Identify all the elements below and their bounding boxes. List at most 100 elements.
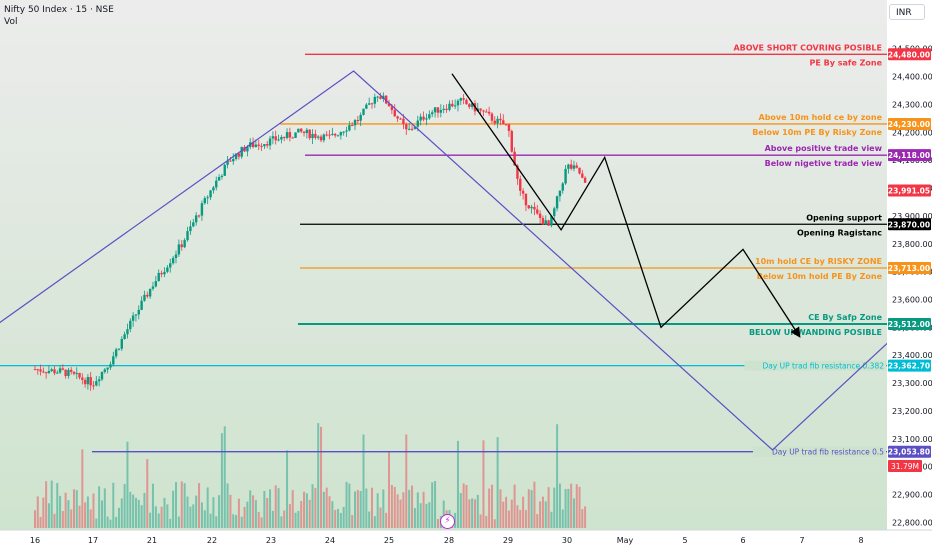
- candle-body: [297, 128, 300, 133]
- candle-body: [578, 167, 581, 174]
- candle-body: [229, 160, 232, 162]
- volume-bar: [584, 506, 587, 528]
- candle-body: [126, 329, 129, 335]
- candle-body: [319, 136, 323, 141]
- candle-body: [470, 103, 474, 107]
- price-tick-label: 24,300.00: [892, 100, 932, 109]
- volume-bar: [252, 495, 255, 528]
- candle-body: [157, 272, 160, 282]
- candle-body: [146, 294, 149, 297]
- volume-bar: [539, 501, 542, 528]
- candle-body: [171, 257, 175, 264]
- volume-bar: [408, 489, 411, 528]
- level-label: BELOW UNWANDING POSIBLE: [749, 328, 882, 337]
- volume-bar: [137, 499, 140, 528]
- volume-bar: [351, 515, 354, 528]
- volume-bar: [240, 516, 243, 528]
- volume-bar: [390, 485, 393, 528]
- volume-tag-bg: [888, 460, 922, 472]
- candle-body: [95, 381, 98, 386]
- candle-body: [482, 110, 485, 112]
- candle-body: [468, 104, 471, 107]
- currency-selector[interactable]: INR: [889, 4, 925, 20]
- volume-bar: [81, 449, 84, 528]
- volume-bar: [530, 490, 533, 528]
- volume-bar: [314, 488, 317, 528]
- level-label: Below nigetive trade view: [765, 159, 883, 168]
- level-label: Above positive trade view: [765, 144, 883, 153]
- candle-body: [379, 96, 382, 99]
- volume-bar: [513, 484, 516, 528]
- time-tick-label: 24: [325, 536, 335, 545]
- volume-bar: [297, 510, 300, 528]
- volume-bar: [67, 500, 70, 528]
- candle-body: [266, 144, 269, 146]
- volume-bar: [479, 514, 482, 528]
- candle-body: [419, 116, 422, 121]
- volume-bar: [325, 487, 328, 528]
- volume-bar: [189, 506, 192, 528]
- candle-body: [257, 144, 260, 146]
- time-axis-panel[interactable]: [0, 530, 932, 550]
- candle-body: [36, 369, 39, 371]
- volume-indicator-label[interactable]: Vol: [4, 17, 18, 27]
- volume-bar: [183, 483, 186, 528]
- candle-body: [177, 244, 181, 255]
- volume-bar: [339, 512, 342, 528]
- candle-body: [302, 131, 306, 134]
- candle-body: [410, 128, 414, 130]
- volume-bar: [493, 519, 496, 528]
- volume-bar: [163, 497, 166, 528]
- volume-bar: [345, 481, 348, 528]
- candle-body: [39, 369, 42, 372]
- volume-bar: [103, 488, 106, 528]
- volume-bar: [223, 426, 226, 528]
- candle-body: [436, 107, 440, 113]
- volume-bar: [553, 487, 556, 528]
- volume-bar: [422, 491, 425, 528]
- candle-body: [148, 288, 152, 297]
- price-tag-bg: [888, 117, 931, 130]
- chart-title[interactable]: Nifty 50 Index · 15 · NSE: [4, 5, 114, 15]
- volume-bar: [564, 489, 567, 528]
- volume-bar: [243, 506, 246, 528]
- candle-body: [462, 98, 465, 100]
- candle-body: [271, 136, 275, 139]
- candle-body: [300, 128, 303, 132]
- volume-bar: [260, 517, 263, 528]
- volume-bar: [109, 519, 112, 528]
- candle-body: [64, 369, 67, 377]
- volume-bar: [100, 500, 103, 528]
- candle-body: [50, 369, 53, 371]
- volume-bar: [140, 505, 143, 528]
- volume-bar: [249, 490, 252, 528]
- candle-body: [547, 220, 550, 226]
- volume-bar: [70, 509, 73, 528]
- volume-bar: [36, 496, 39, 528]
- candle-body: [428, 114, 431, 119]
- candle-body: [186, 231, 189, 241]
- candle-body: [513, 151, 516, 166]
- volume-bar: [342, 506, 345, 528]
- volume-bar: [419, 503, 422, 528]
- volume-bar: [527, 489, 530, 528]
- volume-bar: [522, 496, 525, 528]
- volume-bar: [305, 493, 308, 528]
- candle-body: [490, 113, 494, 121]
- flash-icon[interactable]: ⚡: [440, 514, 455, 529]
- volume-bar: [129, 491, 132, 528]
- candle-body: [561, 183, 564, 191]
- candle-body: [519, 178, 522, 191]
- volume-bar: [50, 480, 53, 528]
- volume-bar: [237, 498, 240, 528]
- candle-body: [439, 109, 443, 113]
- candle-body: [507, 124, 511, 131]
- candle-body: [78, 372, 81, 378]
- level-label: Day UP trad fib resistance 0.382: [762, 362, 884, 371]
- time-tick-label: 28: [444, 536, 454, 545]
- candle-body: [53, 369, 56, 374]
- price-tag-label: 24,480.00: [888, 50, 930, 59]
- candle-body: [97, 379, 101, 382]
